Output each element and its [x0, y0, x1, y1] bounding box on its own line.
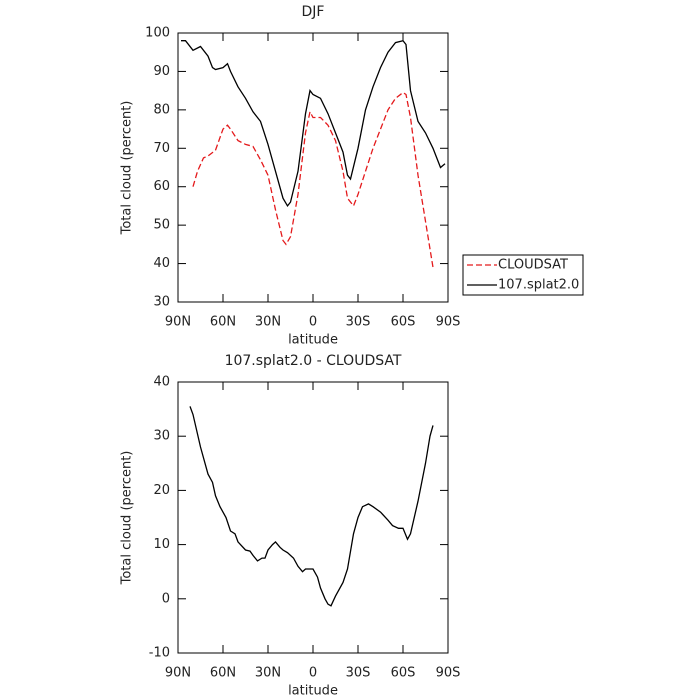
y-axis-label: Total cloud (percent) [120, 451, 135, 586]
x-tick-label: 30N [255, 666, 281, 681]
y-tick-label: 60 [153, 179, 170, 194]
x-tick-label: 60N [210, 666, 236, 681]
x-tick-label: 90S [436, 666, 461, 681]
y-tick-label: 90 [153, 64, 170, 79]
x-tick-label: 60S [391, 315, 416, 330]
data-line [181, 39, 446, 208]
x-tick-label: 0 [309, 666, 317, 681]
y-tick-label: 0 [162, 591, 170, 606]
plot-frame [177, 381, 449, 654]
plot-frame [177, 32, 449, 303]
y-tick-label: 10 [153, 537, 170, 552]
x-tick-label: 30N [255, 315, 281, 330]
legend-label: 107.splat2.0 [498, 278, 579, 293]
y-tick-label: 100 [145, 26, 170, 41]
legend-label: CLOUDSAT [498, 258, 568, 273]
chart-title: DJF [302, 4, 325, 20]
y-tick-label: 20 [153, 483, 170, 498]
y-tick-label: 80 [153, 102, 170, 117]
y-tick-label: 40 [153, 375, 170, 390]
y-tick-label: 40 [153, 256, 170, 271]
x-tick-label: 30S [346, 666, 371, 681]
x-tick-label: 0 [309, 315, 317, 330]
legend-box [462, 254, 584, 296]
x-tick-label: 90S [436, 315, 461, 330]
x-axis-label: latitude [288, 684, 338, 699]
x-tick-label: 30S [346, 315, 371, 330]
y-tick-label: 30 [153, 429, 170, 444]
x-tick-label: 90N [165, 666, 191, 681]
chart-title: 107.splat2.0 - CLOUDSAT [225, 353, 402, 369]
y-tick-label: 50 [153, 218, 170, 233]
y-tick-label: 70 [153, 141, 170, 156]
x-tick-label: 60N [210, 315, 236, 330]
x-axis-label: latitude [288, 333, 338, 348]
x-tick-label: 60S [391, 666, 416, 681]
y-tick-label: -10 [149, 646, 170, 661]
x-tick-label: 90N [165, 315, 191, 330]
data-line [192, 91, 434, 268]
data-line [189, 406, 434, 607]
y-axis-label: Total cloud (percent) [120, 101, 135, 236]
y-tick-label: 30 [153, 295, 170, 310]
